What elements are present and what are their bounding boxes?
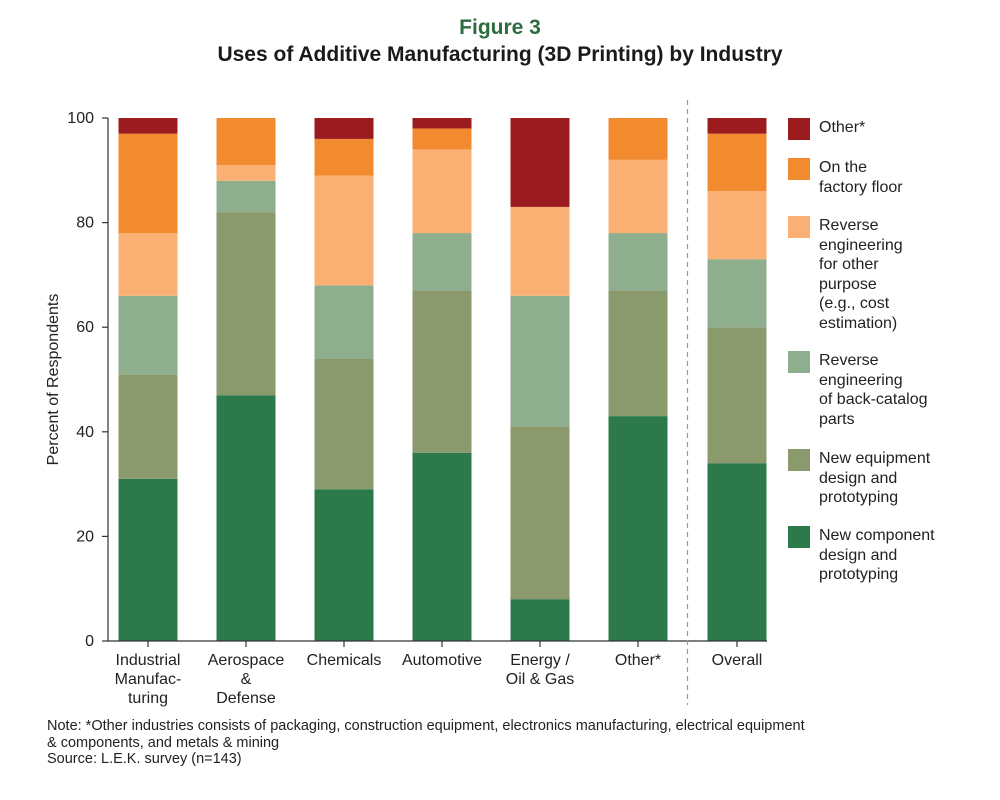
bar-segment xyxy=(412,233,472,291)
legend-label: On the factory floor xyxy=(819,159,903,196)
bar-segment xyxy=(314,489,374,641)
legend-item: Other* xyxy=(788,118,865,140)
bar-segment xyxy=(608,233,668,291)
bar-segment xyxy=(412,118,472,129)
x-category-label: Aerospace & Defense xyxy=(208,652,285,707)
bar-segment xyxy=(510,295,570,427)
bar-segment xyxy=(216,212,276,396)
bar-segment xyxy=(314,175,374,286)
bar-segment xyxy=(608,416,668,641)
legend-label: New component design and prototyping xyxy=(819,527,935,583)
bar-segment xyxy=(118,478,178,641)
y-tick-label: 20 xyxy=(76,528,94,545)
bar-segment xyxy=(510,426,570,600)
source-note: Source: L.E.K. survey (n=143) xyxy=(47,751,242,767)
bar-segment xyxy=(707,327,767,464)
bar-segment xyxy=(412,128,472,150)
x-category-label: Other* xyxy=(615,652,661,669)
bar-segment xyxy=(118,133,178,234)
bar-segment xyxy=(707,118,767,134)
bar-segment xyxy=(314,285,374,359)
legend-label: New equipment design and prototyping xyxy=(819,450,931,506)
note-line: Note: *Other industries consists of pack… xyxy=(47,718,805,734)
y-tick-label: 60 xyxy=(76,319,94,336)
x-category-label: Industrial Manufac-turing xyxy=(115,652,182,707)
bar-segment xyxy=(412,149,472,234)
x-category-label: Energy / Oil & Gas xyxy=(506,652,574,688)
bar-segment xyxy=(510,118,570,207)
bar-segment xyxy=(216,118,276,166)
y-tick-label: 40 xyxy=(76,424,94,441)
footnote: Note: *Other industries consists of pack… xyxy=(47,718,947,768)
bar-segment xyxy=(118,374,178,479)
legend-swatch xyxy=(788,118,810,140)
legend-item: New equipment design and prototyping xyxy=(788,449,930,508)
bar-segment xyxy=(216,395,276,641)
bar-segment xyxy=(118,118,178,134)
bar-segment xyxy=(707,191,767,260)
bar-segment xyxy=(216,180,276,213)
bar-segment xyxy=(412,290,472,453)
bar-segment xyxy=(118,295,178,375)
bar-segment xyxy=(216,165,276,181)
x-category-label: Automotive xyxy=(402,652,482,669)
bar-segment xyxy=(608,290,668,417)
note-line: & components, and metals & mining xyxy=(47,734,280,751)
legend-label: Reverse engineering of back-catalog part… xyxy=(819,352,928,428)
legend-swatch xyxy=(788,526,810,548)
bar-segment xyxy=(314,118,374,139)
x-category-label: Chemicals xyxy=(307,652,382,669)
legend-item: Reverse engineering of back-catalog part… xyxy=(788,351,928,429)
legend-item: Reverse engineering for other purpose (e… xyxy=(788,216,903,333)
y-tick-label: 100 xyxy=(67,110,94,127)
bar-segment xyxy=(118,233,178,296)
bar-segment xyxy=(707,259,767,328)
bar-segment xyxy=(608,159,668,234)
bar-segment xyxy=(510,206,570,296)
y-axis-title: Percent of Respondents xyxy=(45,294,62,466)
legend-item: On the factory floor xyxy=(788,158,903,197)
legend-swatch xyxy=(788,216,810,238)
bar-segment xyxy=(314,358,374,490)
bar-segment xyxy=(314,138,374,176)
legend-swatch xyxy=(788,351,810,373)
figure-label: Figure 3 xyxy=(459,16,541,39)
y-tick-label: 0 xyxy=(85,633,94,650)
bar-segment xyxy=(608,118,668,160)
legend-swatch xyxy=(788,449,810,471)
x-category-label: Overall xyxy=(712,652,763,669)
legend-label: Reverse engineering for other purpose (e… xyxy=(819,217,903,332)
bar-segment xyxy=(412,452,472,641)
chart-title: Uses of Additive Manufacturing (3D Print… xyxy=(217,43,783,66)
bar-segment xyxy=(510,599,570,641)
bar-segment xyxy=(707,463,767,641)
legend-label: Other* xyxy=(819,119,866,136)
y-tick-label: 80 xyxy=(76,215,94,232)
legend-item: New component design and prototyping xyxy=(788,526,935,585)
bar-segment xyxy=(707,133,767,192)
legend-swatch xyxy=(788,158,810,180)
